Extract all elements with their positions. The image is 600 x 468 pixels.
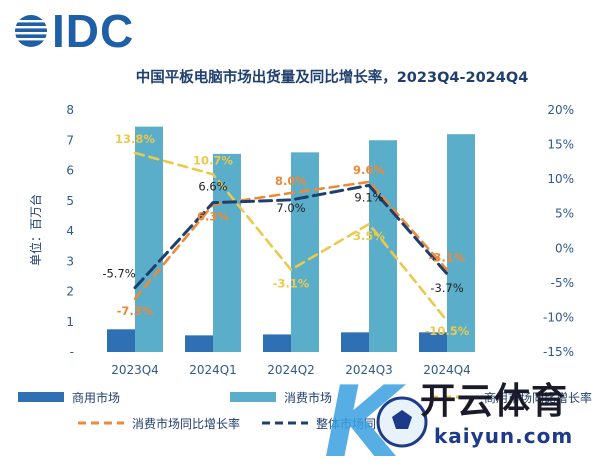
bar-consumer — [213, 153, 241, 352]
y2-tick-label: 10% — [547, 172, 574, 186]
consumer-growth-label: -7.3% — [117, 304, 154, 318]
y-tick-label: 6 — [66, 164, 74, 178]
y-tick-label: 7 — [66, 133, 74, 147]
commercial-growth-label: -10.5% — [425, 324, 470, 338]
y-tick-label: 2 — [66, 285, 74, 299]
bar-commercial — [341, 332, 369, 352]
bar-consumer — [447, 134, 475, 352]
watermark-brand-en: kaiyun.com — [434, 424, 574, 448]
y-tick-label: - — [70, 345, 74, 359]
x-tick-label: 2024Q1 — [189, 363, 237, 377]
x-tick-label: 2024Q2 — [267, 363, 315, 377]
consumer-growth-label: 9.6% — [353, 163, 385, 177]
watermark-badge: K — [324, 366, 428, 468]
y2-tick-label: -5% — [551, 276, 574, 290]
y-tick-label: 3 — [66, 254, 74, 268]
idc-logo-text: IDC — [52, 5, 135, 57]
chart-title: 中国平板电脑市场出货量及同比增长率，2023Q4-2024Q4 — [136, 68, 529, 86]
overall-growth-label: -3.7% — [430, 281, 463, 295]
consumer-growth-label: 6.3% — [197, 210, 229, 224]
legend-label: 消费市场同比增长率 — [132, 416, 240, 431]
consumer-growth-line — [133, 180, 449, 301]
legend-swatch — [18, 392, 64, 402]
y-tick-label: 4 — [66, 224, 74, 238]
watermark-brand-cn: 开云体育 — [420, 381, 569, 422]
consumer-growth-label: -3.1% — [429, 251, 466, 265]
y-axis-label: 单位：百万台 — [28, 194, 43, 266]
x-tick-label: 2024Q3 — [345, 363, 393, 377]
y2-tick-label: 15% — [547, 138, 574, 152]
consumer-growth-label: 8.0% — [275, 174, 307, 188]
overall-growth-label: 9.1% — [354, 190, 383, 204]
idc-globe-icon — [15, 15, 47, 47]
idc-logo: IDC — [14, 8, 134, 54]
bar-commercial — [419, 332, 447, 352]
commercial-growth-label: 13.8% — [115, 132, 155, 146]
y2-tick-label: 20% — [547, 103, 574, 117]
y2-tick-label: 5% — [555, 207, 574, 221]
y2-tick-label: -15% — [543, 345, 574, 359]
x-tick-label: 2024Q4 — [423, 363, 471, 377]
overall-growth-label: -5.7% — [102, 267, 135, 281]
y2-tick-label: 0% — [555, 241, 574, 255]
y2-tick-label: -10% — [543, 310, 574, 324]
bar-commercial — [263, 334, 291, 352]
y-tick-label: 5 — [66, 194, 74, 208]
overall-growth-line — [133, 183, 449, 290]
legend-label: 商用市场 — [72, 390, 120, 405]
y-tick-label: 1 — [66, 315, 74, 329]
bar-commercial — [107, 329, 135, 352]
commercial-growth-label: 10.7% — [193, 153, 233, 167]
overall-growth-label: 6.6% — [198, 180, 227, 194]
bar-commercial — [185, 335, 213, 352]
commercial-growth-label: -3.1% — [273, 277, 310, 291]
legend-swatch — [230, 392, 276, 402]
bar-consumer — [135, 126, 163, 352]
overall-growth-label: 7.0% — [276, 201, 305, 215]
commercial-growth-label: 3.5% — [353, 229, 385, 243]
bar-consumer — [369, 140, 397, 352]
y-tick-label: 8 — [66, 103, 74, 117]
bar-consumer — [291, 152, 319, 352]
legend-label: 商用市场同比增长率 — [484, 390, 592, 405]
x-tick-label: 2023Q4 — [111, 363, 159, 377]
commercial-growth-line — [133, 151, 449, 323]
legend-label: 消费市场 — [284, 390, 332, 405]
